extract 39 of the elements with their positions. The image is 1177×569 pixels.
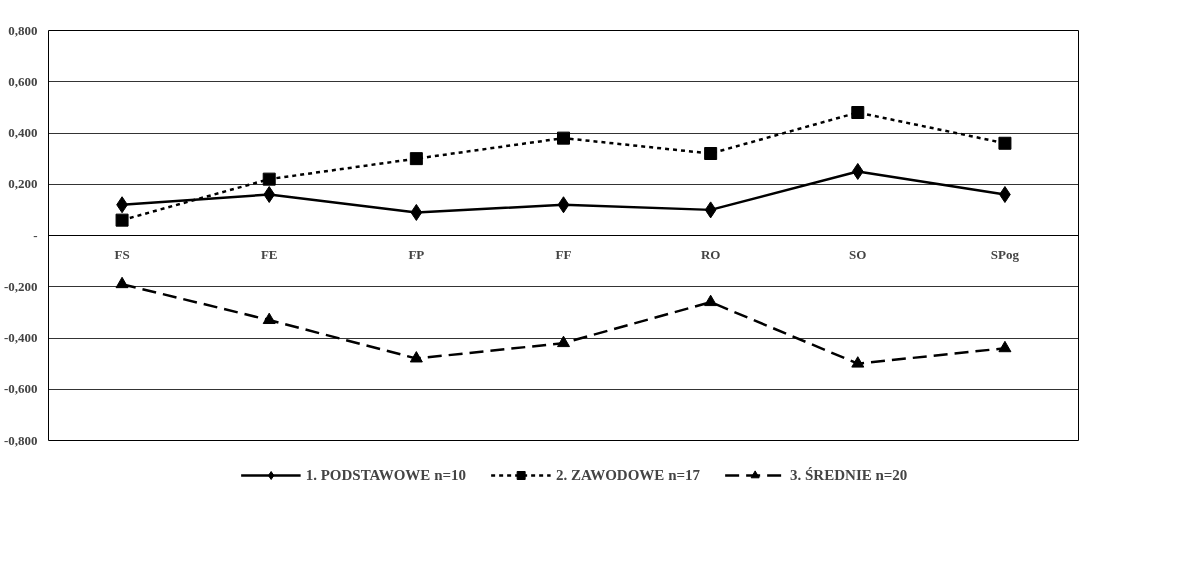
- x-tick-label: FE: [260, 246, 278, 262]
- point: [557, 131, 570, 145]
- point: [262, 312, 276, 325]
- y-tick-label: -0,800: [3, 432, 38, 448]
- point: [557, 335, 570, 348]
- y-tick-label: -0,400: [3, 330, 38, 345]
- point: [704, 201, 717, 219]
- y-tick-label: 0,800: [8, 22, 38, 38]
- y-tick-label: -0,200: [3, 278, 38, 294]
- point: [557, 196, 570, 214]
- legend-label: 3. ŚREDNIE n=20: [790, 465, 908, 485]
- point: [410, 203, 423, 221]
- point: [851, 106, 865, 119]
- legend-label: 1. PODSTAWOWE n=10: [305, 465, 467, 485]
- y-tick-label: 0,400: [8, 125, 38, 140]
- point: [704, 294, 718, 307]
- x-tick-label: SO: [849, 246, 867, 262]
- point: [262, 172, 276, 186]
- y-tick-label: -0,600: [3, 381, 38, 397]
- point: [409, 351, 423, 363]
- point: [409, 152, 423, 166]
- point: [998, 136, 1012, 150]
- point: [998, 340, 1012, 353]
- y-tick-label: -: [33, 227, 38, 243]
- point: [851, 356, 865, 368]
- x-tick-label: FS: [114, 246, 130, 262]
- point: [263, 186, 276, 203]
- x-tick-label: FP: [408, 246, 425, 262]
- x-tick-label: FF: [555, 246, 572, 262]
- legend-label: 2. ZAWODOWE n=17: [556, 465, 701, 485]
- point: [999, 186, 1011, 203]
- point: [115, 276, 129, 289]
- point: [851, 162, 864, 180]
- y-tick-label: 0,200: [8, 176, 38, 192]
- point: [704, 147, 718, 160]
- y-tick-label: 0,600: [8, 73, 38, 89]
- x-tick-label: SPog: [990, 246, 1020, 262]
- x-tick-label: RO: [700, 246, 721, 262]
- point: [115, 213, 129, 227]
